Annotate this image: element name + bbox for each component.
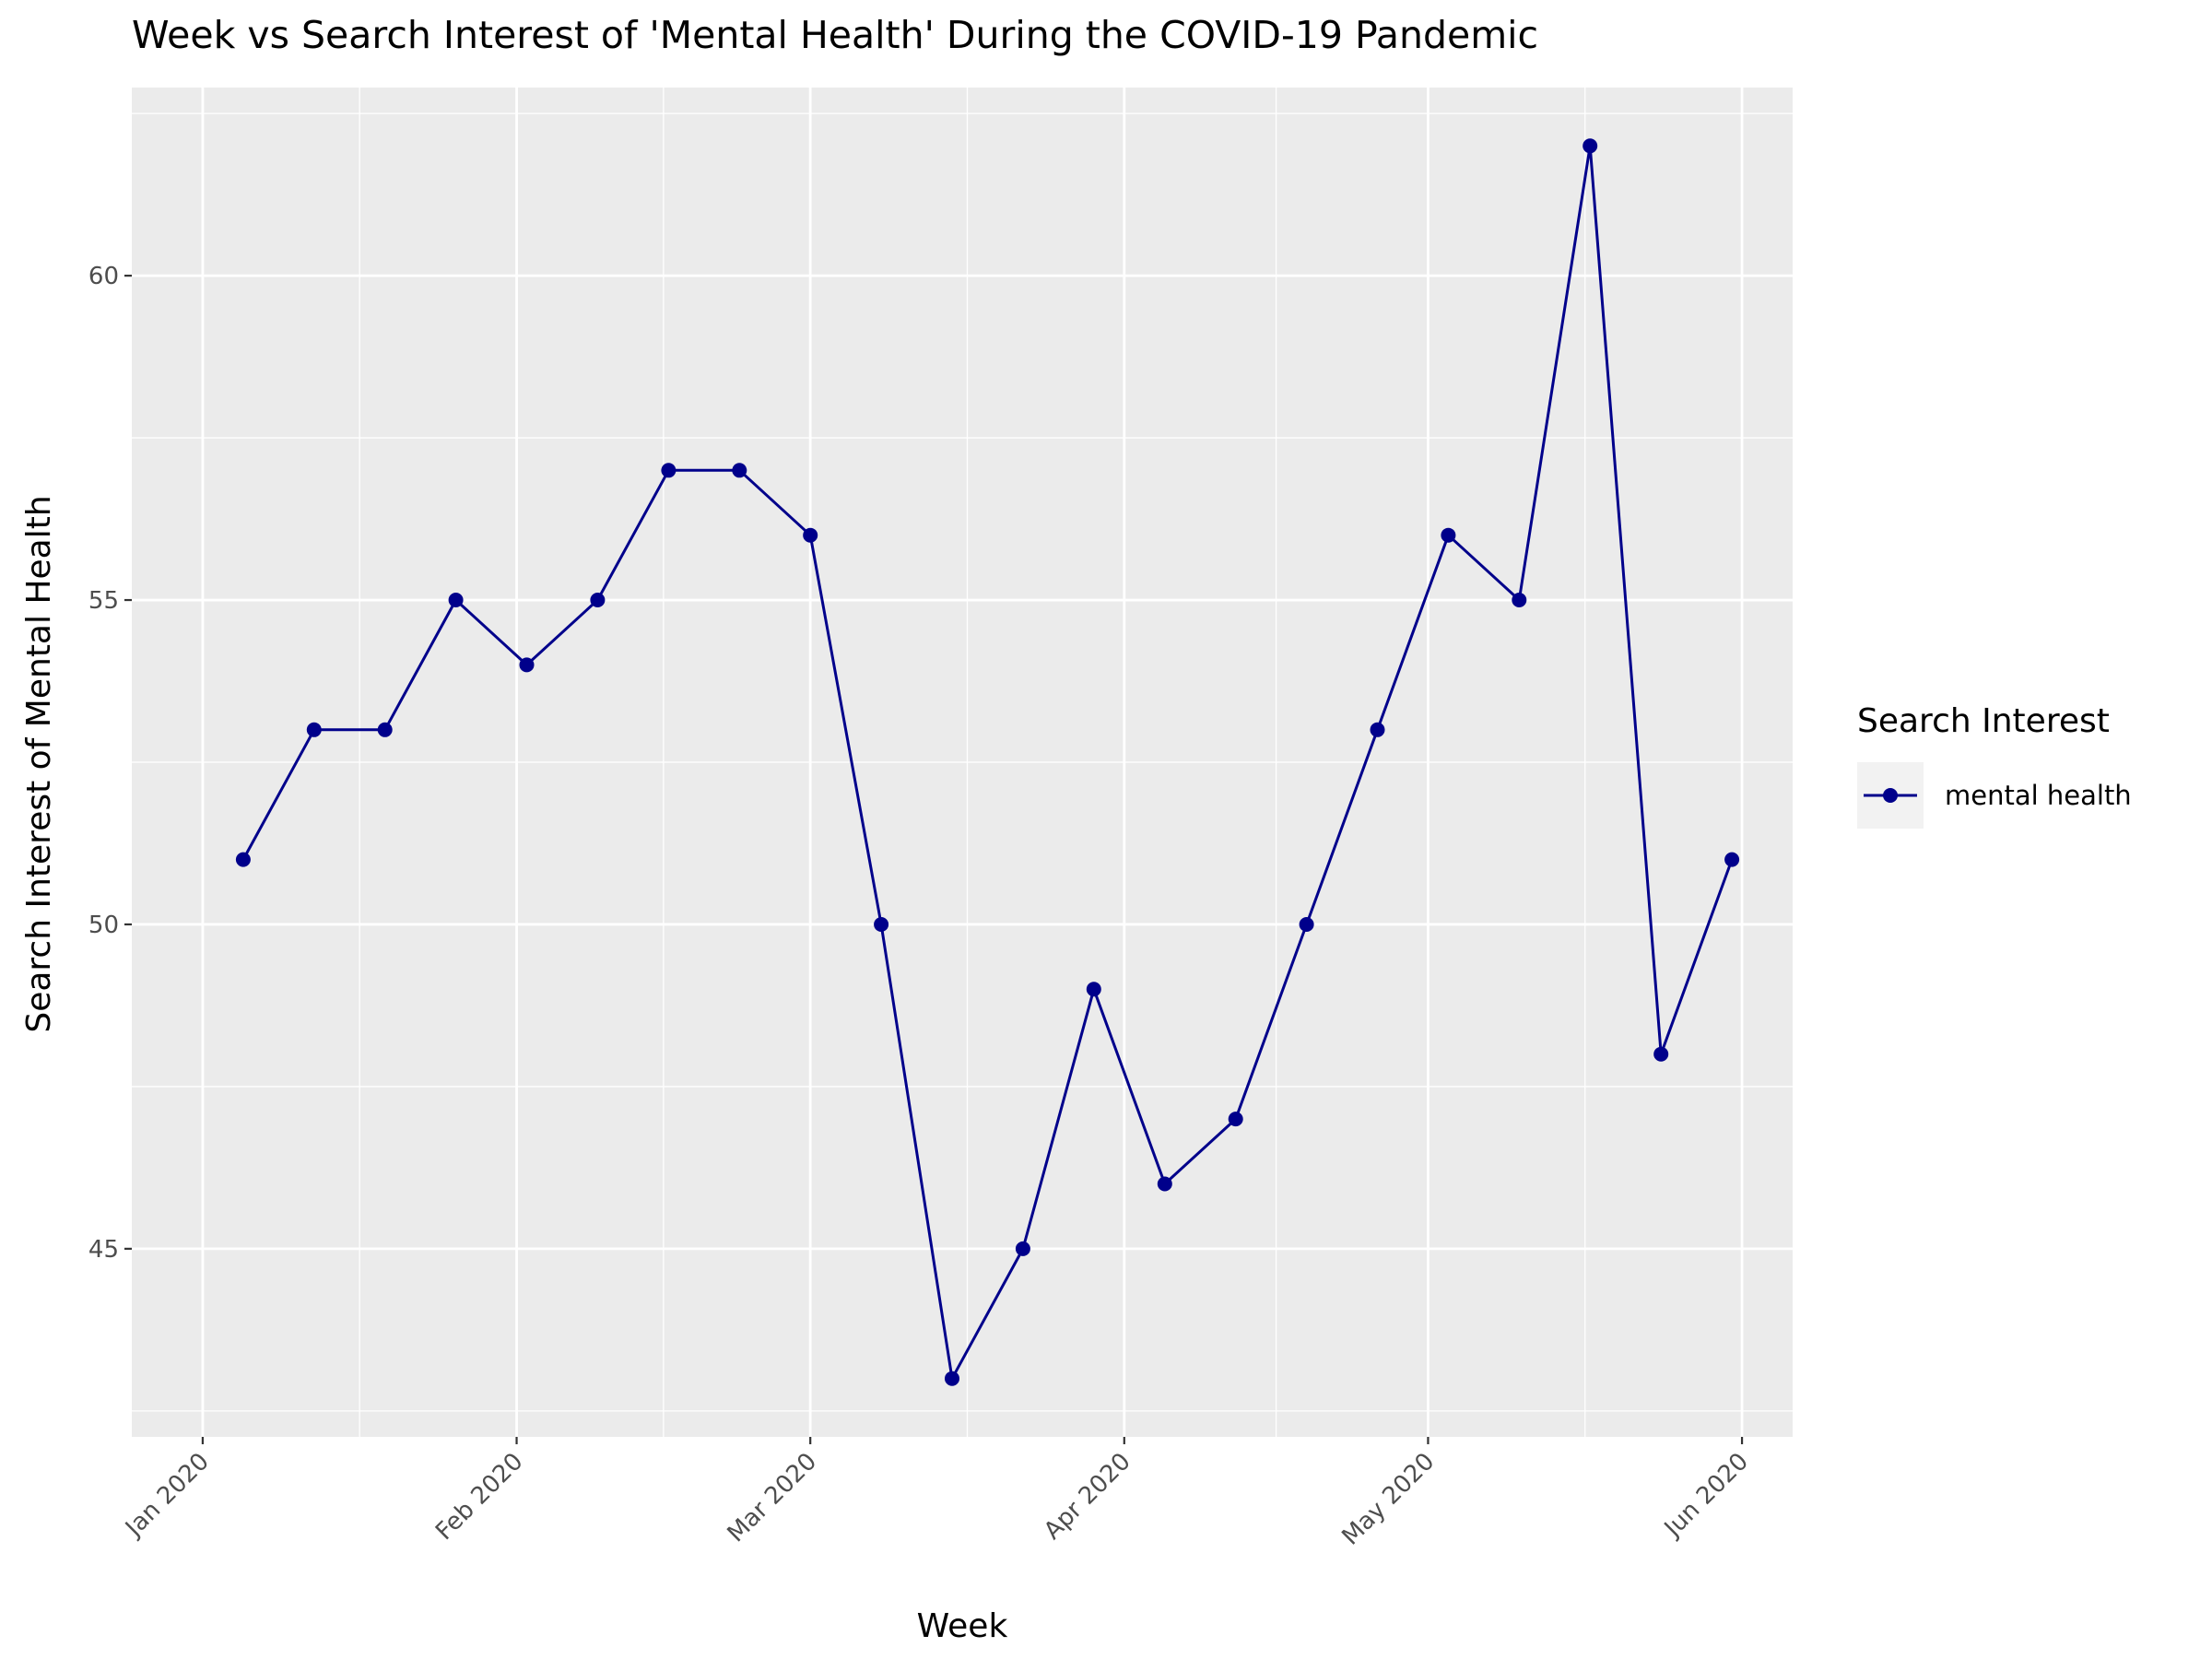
data-point — [306, 722, 322, 737]
legend: Search Interest mental health — [1857, 702, 2132, 829]
axis-ticks — [124, 275, 1744, 1444]
data-point — [519, 657, 535, 673]
data-point — [1015, 1241, 1030, 1256]
data-point — [1441, 527, 1456, 543]
y-tick-label: 60 — [88, 263, 119, 290]
series-layer — [235, 138, 1740, 1386]
data-point — [377, 722, 393, 737]
x-axis-label: Week — [917, 1607, 1008, 1645]
x-tick-label: Mar 2020 — [723, 1448, 823, 1548]
data-point — [732, 463, 747, 478]
data-point — [1228, 1112, 1243, 1127]
chart-title: Week vs Search Interest of 'Mental Healt… — [132, 13, 1539, 57]
x-tick-label: Feb 2020 — [430, 1448, 528, 1546]
data-point — [1299, 917, 1314, 932]
x-tick-label: Apr 2020 — [1039, 1448, 1136, 1546]
x-tick-labels: Jan 2020 Feb 2020 Mar 2020 Apr 2020 May 2020… — [119, 1448, 1754, 1551]
y-tick-label: 45 — [88, 1236, 119, 1264]
legend-title: Search Interest — [1857, 702, 2110, 740]
data-point — [1157, 1176, 1172, 1192]
series-line — [241, 144, 1734, 1381]
data-point — [448, 593, 464, 607]
legend-entry-label: mental health — [1945, 780, 2132, 811]
data-point — [1370, 722, 1385, 737]
data-point — [661, 463, 677, 478]
data-point — [1653, 1046, 1669, 1062]
y-tick-label: 55 — [88, 587, 119, 615]
y-axis-label: Search Interest of Mental Health — [20, 495, 58, 1032]
data-point — [590, 593, 606, 607]
legend-key-point — [1883, 788, 1898, 803]
data-point — [1583, 138, 1598, 154]
x-tick-label: May 2020 — [1337, 1448, 1441, 1551]
grid-major — [132, 88, 1793, 1437]
data-point — [803, 527, 818, 543]
data-point — [874, 917, 889, 932]
y-tick-labels: 45 50 55 60 — [88, 263, 119, 1264]
data-point — [1724, 852, 1740, 867]
data-point — [945, 1371, 959, 1386]
data-point — [1512, 593, 1527, 607]
x-tick-label: Jan 2020 — [119, 1448, 215, 1544]
data-point — [1086, 982, 1101, 997]
y-tick-label: 50 — [88, 912, 119, 939]
grid-minor — [132, 88, 1793, 1437]
x-tick-label: Jun 2020 — [1658, 1448, 1754, 1544]
data-point — [235, 852, 251, 867]
